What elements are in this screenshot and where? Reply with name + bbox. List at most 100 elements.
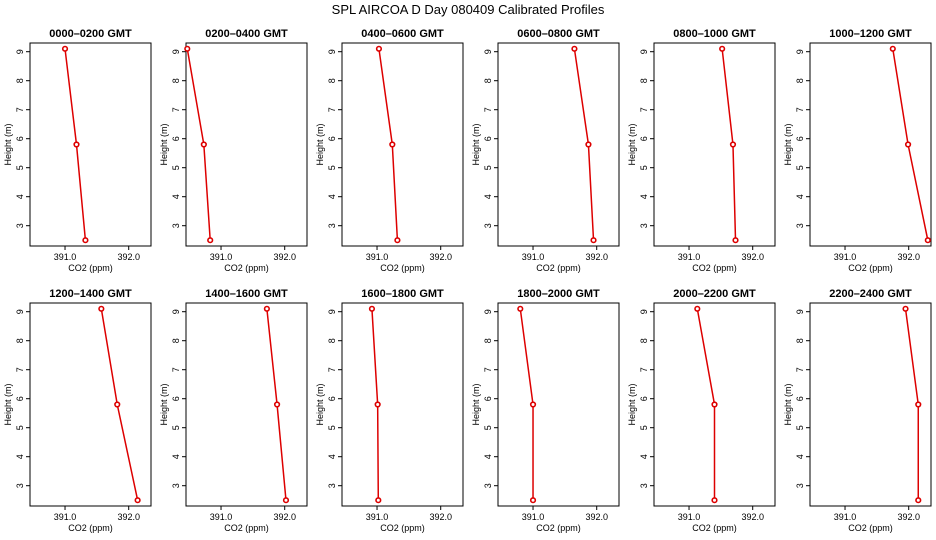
y-tick-label: 3 <box>483 223 493 228</box>
panel-title: 2200–2400 GMT <box>829 288 912 300</box>
y-axis-label: Height (m) <box>627 123 637 165</box>
panel-title: 2000–2200 GMT <box>673 288 756 300</box>
y-tick-label: 4 <box>171 194 181 199</box>
y-tick-label: 7 <box>171 367 181 372</box>
y-tick-label: 7 <box>795 107 805 112</box>
data-point <box>529 497 537 504</box>
data-point <box>375 497 382 504</box>
y-tick-label: 3 <box>15 223 25 228</box>
x-tick-label: 392.0 <box>273 512 296 522</box>
y-tick-label: 4 <box>795 194 805 199</box>
y-tick-label: 5 <box>327 165 337 170</box>
y-tick-label: 4 <box>171 454 181 459</box>
data-point <box>368 305 376 312</box>
data-point <box>915 401 922 408</box>
y-tick-label: 8 <box>171 338 181 343</box>
x-axis-label: CO2 (ppm) <box>536 263 581 273</box>
y-tick-label: 4 <box>15 194 25 199</box>
y-tick-label: 6 <box>483 136 493 141</box>
y-tick-label: 8 <box>483 78 493 83</box>
plot-frame <box>341 42 464 247</box>
y-tick-label: 4 <box>483 194 493 199</box>
plot-frame <box>29 302 152 507</box>
panel-title: 1000–1200 GMT <box>829 28 912 40</box>
data-point <box>904 141 912 148</box>
y-tick-label: 4 <box>639 454 649 459</box>
x-axis-label: CO2 (ppm) <box>848 523 893 533</box>
y-tick-label: 9 <box>327 309 337 314</box>
y-axis-label: Height (m) <box>3 123 13 165</box>
profile-panel: 2000–2200 GMT 3 4 5 6 7 8 9 391.0 392.0 CO2 (ppm) H… <box>627 288 776 533</box>
y-tick-label: 9 <box>795 49 805 54</box>
plot-frame <box>653 42 776 247</box>
x-axis-label: CO2 (ppm) <box>380 263 425 273</box>
data-point <box>273 401 281 408</box>
x-axis-label: CO2 (ppm) <box>224 523 269 533</box>
x-axis-label: CO2 (ppm) <box>68 263 113 273</box>
x-tick-label: 392.0 <box>429 512 452 522</box>
y-tick-label: 5 <box>483 165 493 170</box>
profile-panel: 0600–0800 GMT 3 4 5 6 7 8 9 391.0 392.0 CO2 (ppm) H… <box>471 28 620 273</box>
plot-frame <box>653 302 776 507</box>
x-axis-label: CO2 (ppm) <box>692 523 737 533</box>
y-axis-label: Height (m) <box>471 383 481 425</box>
y-tick-label: 3 <box>639 483 649 488</box>
profile-panel: 0000–0200 GMT 3 4 5 6 7 8 9 391.0 392.0 CO2 (ppm) H… <box>3 28 152 273</box>
y-tick-label: 5 <box>639 425 649 430</box>
y-tick-label: 4 <box>327 454 337 459</box>
profile-panel: 1000–1200 GMT 3 4 5 6 7 8 9 391.0 392.0 CO2 (ppm) H… <box>783 28 932 273</box>
panel-title: 0400–0600 GMT <box>361 28 444 40</box>
profile-panel: 0400–0600 GMT 3 4 5 6 7 8 9 391.0 392.0 CO2 (ppm) H… <box>315 28 464 273</box>
y-axis-label: Height (m) <box>783 123 793 165</box>
data-point <box>889 45 896 52</box>
plot-frame <box>185 302 308 507</box>
data-point <box>571 45 578 52</box>
panel-title: 1800–2000 GMT <box>517 288 600 300</box>
panel-title: 0000–0200 GMT <box>49 28 132 40</box>
x-tick-label: 391.0 <box>54 512 77 522</box>
y-tick-label: 3 <box>327 483 337 488</box>
profile-panel: 2200–2400 GMT 3 4 5 6 7 8 9 391.0 392.0 CO2 (ppm) H… <box>783 288 932 533</box>
y-tick-label: 6 <box>15 396 25 401</box>
y-tick-label: 8 <box>327 78 337 83</box>
y-tick-label: 5 <box>171 425 181 430</box>
x-tick-label: 391.0 <box>678 252 701 262</box>
x-tick-label: 391.0 <box>522 512 545 522</box>
x-axis-label: CO2 (ppm) <box>224 263 269 273</box>
y-tick-label: 3 <box>171 223 181 228</box>
y-tick-label: 7 <box>483 367 493 372</box>
x-tick-label: 392.0 <box>741 252 764 262</box>
data-point <box>61 45 69 52</box>
y-tick-label: 4 <box>483 454 493 459</box>
data-point <box>73 141 80 148</box>
y-tick-label: 9 <box>639 49 649 54</box>
figure-title: SPL AIRCOA D Day 080409 Calibrated Profi… <box>331 2 605 17</box>
y-tick-label: 8 <box>795 78 805 83</box>
y-tick-label: 6 <box>639 136 649 141</box>
y-tick-label: 3 <box>15 483 25 488</box>
y-tick-label: 7 <box>483 107 493 112</box>
data-point <box>374 401 381 408</box>
x-axis-label: CO2 (ppm) <box>536 523 581 533</box>
data-point <box>98 305 105 312</box>
y-tick-label: 7 <box>639 367 649 372</box>
y-tick-label: 5 <box>795 165 805 170</box>
data-point <box>282 497 290 504</box>
x-axis-label: CO2 (ppm) <box>692 263 737 273</box>
plot-frame <box>29 42 152 247</box>
y-axis-label: Height (m) <box>159 123 169 165</box>
y-tick-label: 6 <box>171 396 181 401</box>
y-tick-label: 6 <box>327 136 337 141</box>
x-tick-label: 392.0 <box>741 512 764 522</box>
data-point <box>590 237 597 244</box>
x-tick-label: 392.0 <box>273 252 296 262</box>
x-tick-label: 391.0 <box>366 512 389 522</box>
y-tick-label: 5 <box>639 165 649 170</box>
y-axis-label: Height (m) <box>159 383 169 425</box>
profile-panel: 1200–1400 GMT 3 4 5 6 7 8 9 391.0 392.0 CO2 (ppm) H… <box>3 288 152 533</box>
data-point <box>719 45 726 52</box>
y-tick-label: 5 <box>171 165 181 170</box>
y-tick-label: 9 <box>15 309 25 314</box>
data-point <box>389 141 396 148</box>
